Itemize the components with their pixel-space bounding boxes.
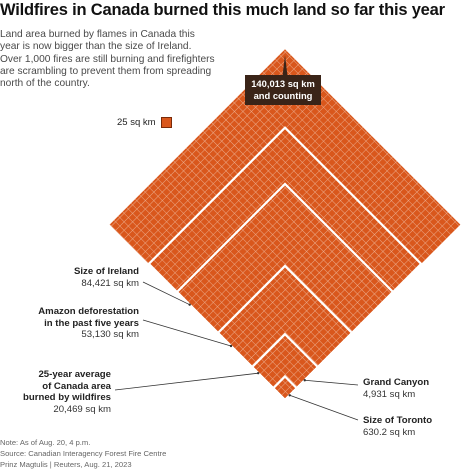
area-square-5 [271, 374, 299, 402]
legend-swatch [160, 117, 172, 128]
legend-label: 25 sq km [117, 117, 156, 128]
leader-average [114, 372, 259, 391]
callout-grand-canyon-value: 4,931 sq km [363, 388, 416, 400]
area-square-4 [250, 332, 320, 402]
leader-amazon [142, 319, 232, 347]
footer-credit: Prinz Magtulis | Reuters, Aug. 21, 2023 [0, 460, 132, 469]
footer: Note: As of Aug. 20, 4 p.m. Source: Cana… [0, 437, 166, 470]
callout-amazon-value: 53,130 sq km [81, 329, 139, 341]
callout-ireland: Size of Ireland 84,421 sq km [74, 266, 139, 289]
leader-ireland [142, 281, 190, 306]
chart-title: Wildfires in Canada burned this much lan… [0, 1, 445, 19]
leader-average-dot [256, 371, 260, 375]
callout-amazon: Amazon deforestation in the past five ye… [38, 306, 139, 341]
leader-amazon-dot [229, 344, 233, 348]
callout-toronto-label: Size of Toronto [363, 415, 433, 426]
callout-ireland-label: Size of Ireland [73, 266, 139, 277]
legend: 25 sq km [117, 117, 172, 128]
footer-source: Source: Canadian Interagency Forest Fire… [0, 449, 167, 458]
callout-grand-canyon-label: Grand Canyon [363, 377, 430, 388]
callout-average-label: 25-year average of Canada area burned by… [23, 369, 111, 404]
total-burned-suffix: and counting [253, 90, 313, 101]
callout-average-value: 20,469 sq km [53, 403, 111, 415]
leader-toronto [289, 394, 359, 421]
total-burned-value: 140,013 sq km [251, 78, 315, 89]
leader-grand-canyon [304, 379, 359, 386]
leader-grand-canyon-dot [303, 379, 306, 382]
total-burned-callout: 140,013 sq km and counting [245, 75, 321, 105]
callout-toronto-value: 630.2 sq km [363, 426, 416, 438]
callout-toronto: Size of Toronto 630.2 sq km [363, 415, 432, 438]
leader-toronto-dot [288, 394, 291, 397]
leader-ireland-dot [188, 303, 191, 306]
callout-amazon-label: Amazon deforestation in the past five ye… [38, 306, 139, 329]
chart-subtitle: Land area burned by flames in Canada thi… [0, 29, 215, 90]
callout-average: 25-year average of Canada area burned by… [23, 369, 111, 415]
callout-ireland-value: 84,421 sq km [81, 277, 139, 289]
footer-note: Note: As of Aug. 20, 4 p.m. [0, 438, 91, 447]
callout-grand-canyon: Grand Canyon 4,931 sq km [363, 377, 429, 400]
